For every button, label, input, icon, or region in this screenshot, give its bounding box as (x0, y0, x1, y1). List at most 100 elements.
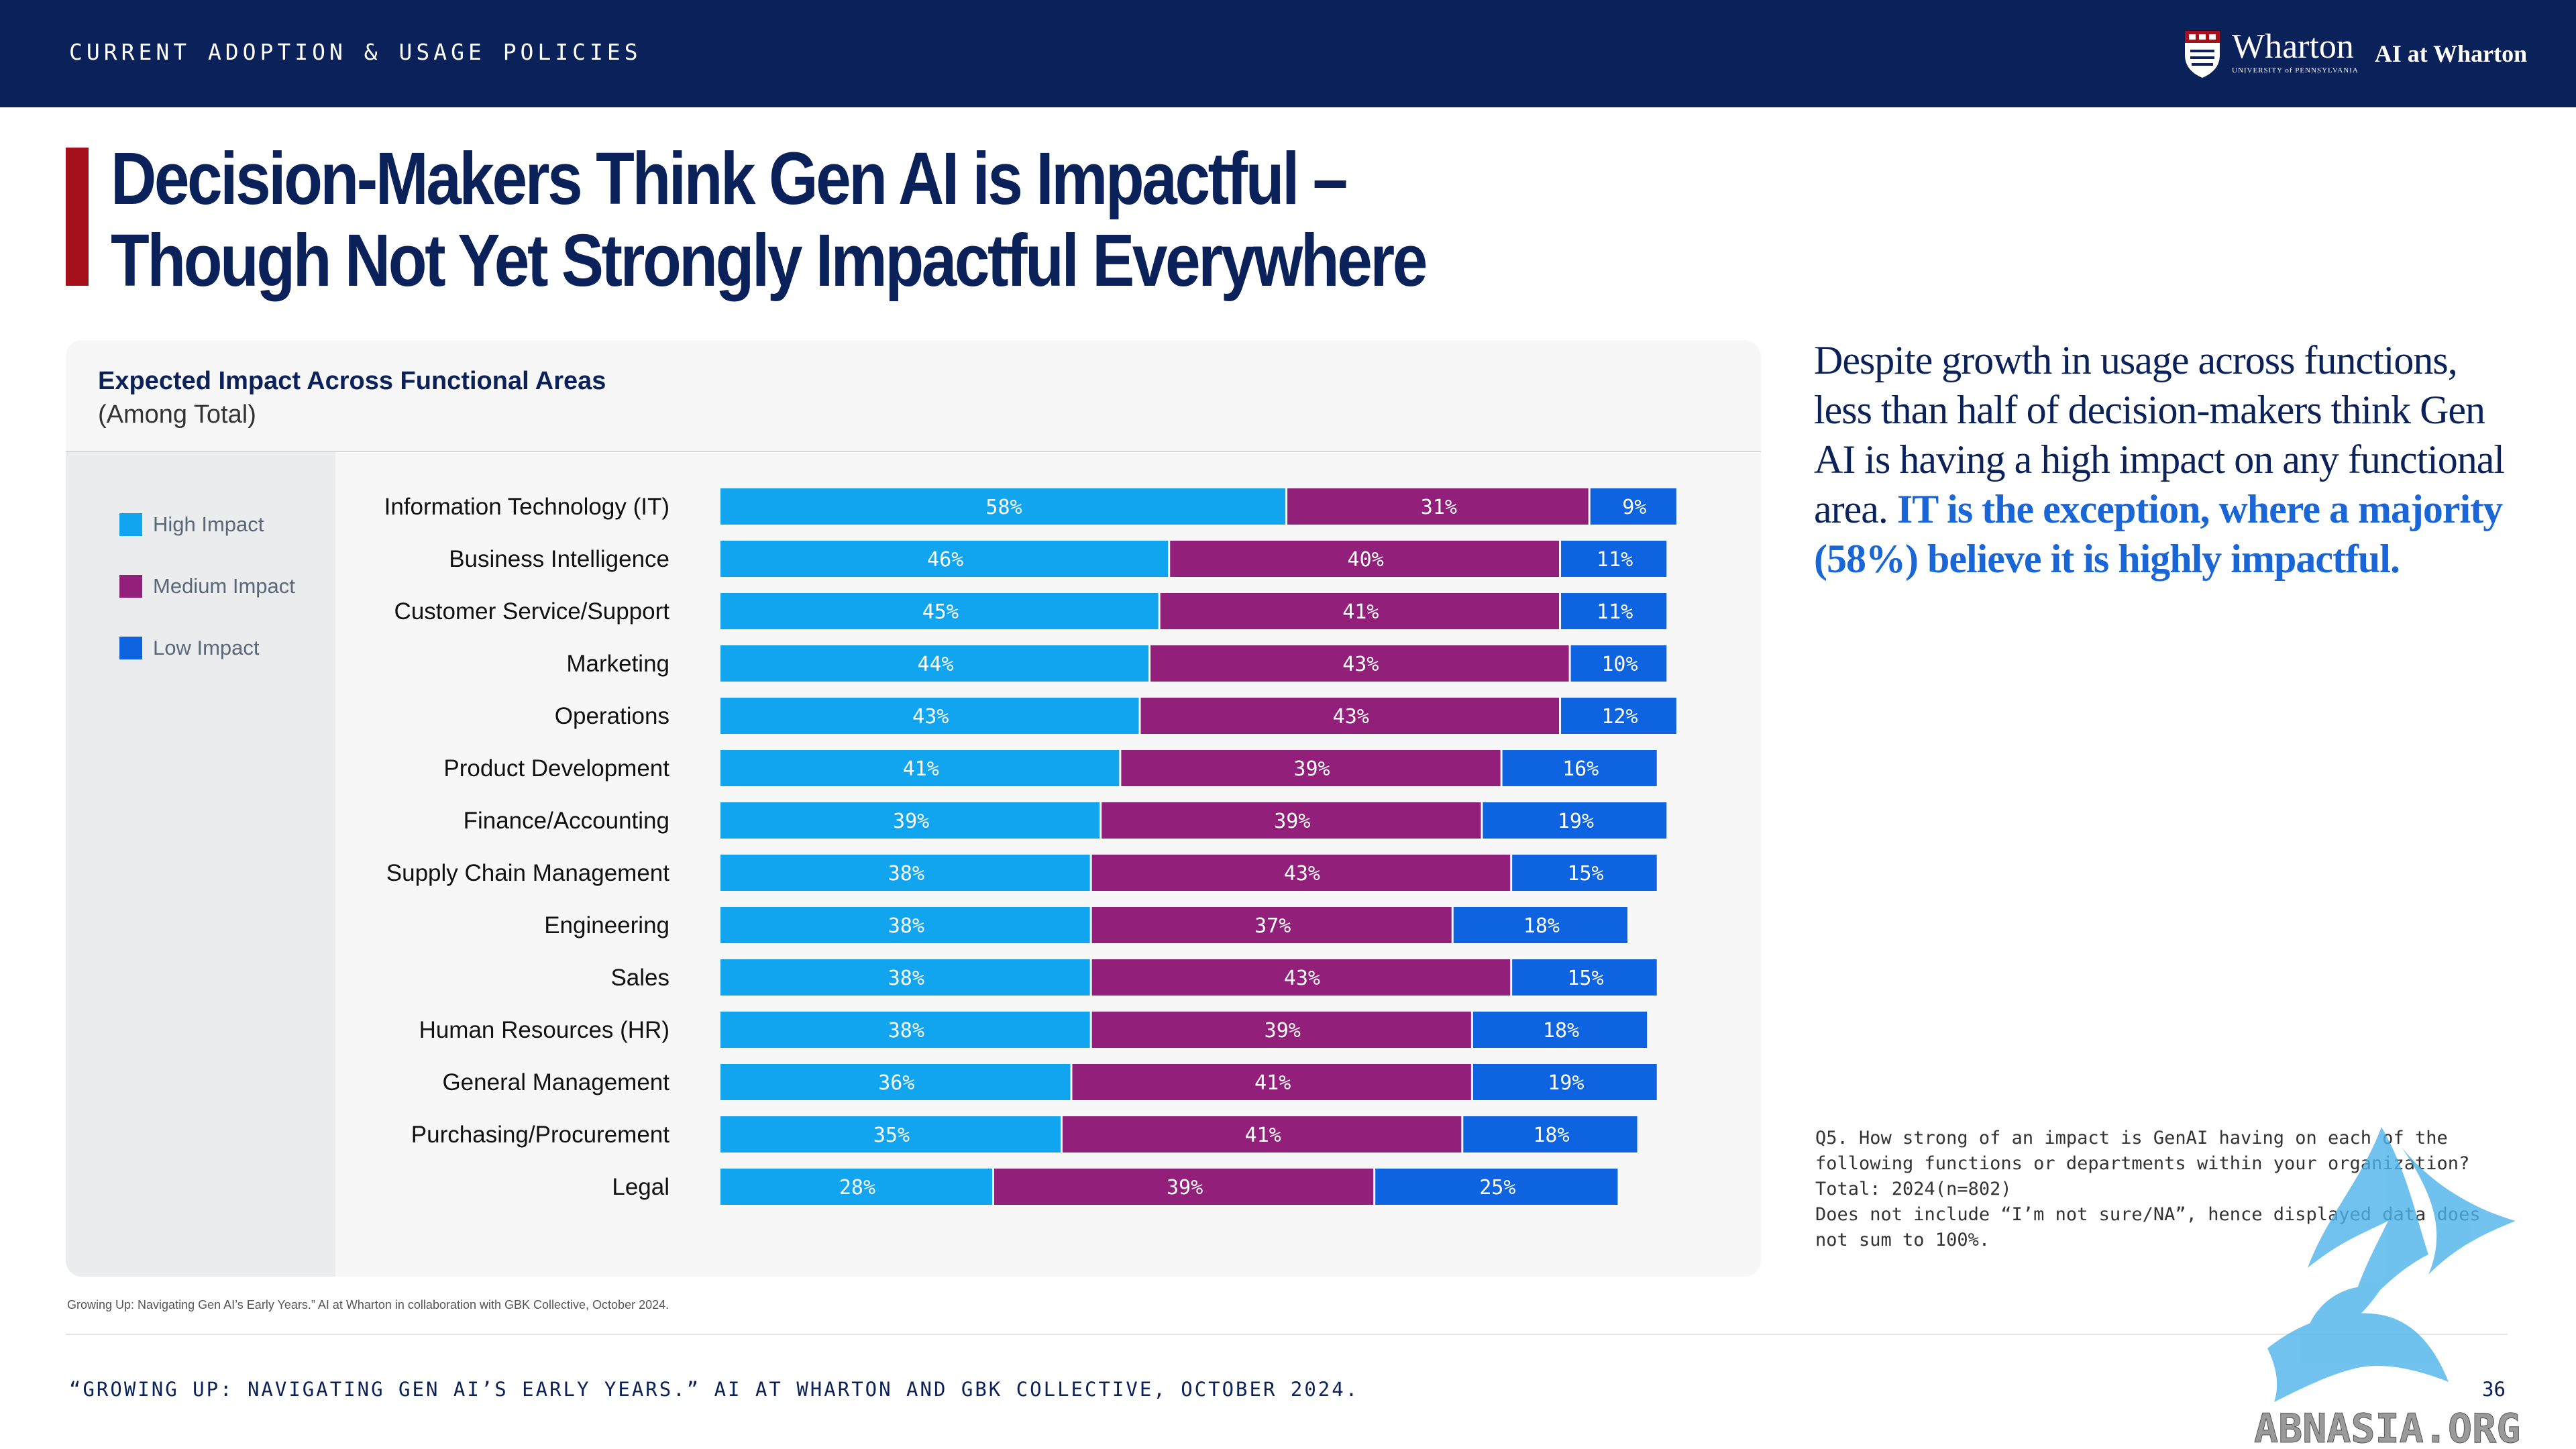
source-citation: Growing Up: Navigating Gen AI’s Early Ye… (67, 1298, 669, 1311)
data-label: 41% (903, 757, 939, 781)
category-label: Finance/Accounting (464, 808, 669, 834)
legend-label-low: Low Impact (153, 636, 260, 659)
chart-card-header: Expected Impact Across Functional Areas … (66, 340, 1761, 452)
bar-segment-medium (1140, 698, 1560, 734)
bar-segment-low (1561, 698, 1676, 734)
data-label: 45% (922, 600, 959, 624)
category-label: Customer Service/Support (394, 598, 670, 625)
legend-swatch-low (119, 637, 142, 659)
title-accent-bar (66, 148, 89, 286)
bar-segment-medium (1287, 488, 1589, 525)
legend-label-high: High Impact (153, 513, 264, 536)
data-label: 41% (1342, 600, 1379, 624)
bar-segment-medium (994, 1169, 1374, 1205)
bar-segment-low (1483, 802, 1667, 839)
legend-item-medium-impact: Medium Impact (119, 574, 295, 598)
data-label: 11% (1597, 600, 1633, 624)
category-label: Business Intelligence (449, 546, 669, 572)
bar-segment-high (720, 959, 1090, 996)
bar-segment-high (720, 1012, 1090, 1048)
bar-segment-high (720, 1064, 1071, 1100)
data-label: 41% (1254, 1071, 1291, 1095)
category-label: Marketing (566, 651, 669, 677)
footer-citation: “GROWING UP: NAVIGATING GEN AI’S EARLY Y… (69, 1378, 1360, 1401)
bar-segment-medium (1102, 802, 1481, 839)
legend-swatch-medium (119, 575, 142, 598)
bar-segment-medium (1091, 907, 1452, 943)
category-label: Purchasing/Procurement (411, 1122, 669, 1148)
data-label: 40% (1348, 548, 1384, 572)
bar-segment-high (720, 855, 1090, 891)
data-label: 19% (1558, 810, 1594, 833)
data-label: 38% (888, 914, 924, 938)
bar-segment-high (720, 1116, 1061, 1152)
category-label: Legal (612, 1174, 669, 1200)
bar-segment-medium (1121, 750, 1501, 786)
data-label: 11% (1597, 548, 1633, 572)
footer-divider (66, 1334, 2508, 1335)
chart-subtitle: (Among Total) (98, 400, 256, 429)
data-label: 12% (1601, 705, 1638, 729)
insight-lead: Despite growth in usage across functions… (1814, 338, 2505, 531)
bar-segment-high (720, 593, 1159, 629)
category-label: Engineering (544, 912, 669, 938)
chart-title: Expected Impact Across Functional Areas (98, 367, 606, 395)
insight-text: Despite growth in usage across functions… (1814, 335, 2518, 584)
bar-segment-medium (1091, 959, 1511, 996)
data-label: 39% (893, 810, 929, 833)
page-number: 36 (2482, 1378, 2506, 1401)
data-label: 39% (1167, 1176, 1203, 1199)
bar-segment-low (1472, 1012, 1648, 1048)
data-label: 38% (888, 967, 924, 990)
watermark-text: ABNASIA.ORG (2254, 1405, 2520, 1449)
chart-legend: High Impact Medium Impact Low Impact (66, 452, 335, 1277)
bar-segment-low (1463, 1116, 1638, 1152)
brand-ai-label: AI at Wharton (2374, 40, 2528, 67)
bar-segment-high (720, 750, 1120, 786)
bar-segment-low (1375, 1169, 1618, 1205)
data-label: 43% (1333, 705, 1369, 729)
top-bar: CURRENT ADOPTION & USAGE POLICIES Wharto… (0, 0, 2576, 107)
data-label: 36% (878, 1071, 914, 1095)
bar-segment-medium (1091, 855, 1511, 891)
category-label: Sales (610, 965, 669, 991)
data-label: 35% (873, 1124, 910, 1147)
bar-segment-high (720, 907, 1090, 943)
data-label: 19% (1548, 1071, 1584, 1095)
bar-segment-high (720, 1169, 992, 1205)
data-label: 18% (1533, 1124, 1569, 1147)
data-label: 18% (1543, 1019, 1579, 1042)
bar-segment-high (720, 541, 1169, 577)
data-label: 9% (1622, 496, 1646, 519)
legend-label-medium: Medium Impact (153, 574, 295, 598)
chart-card: Expected Impact Across Functional Areas … (66, 340, 1761, 1277)
data-label: 10% (1601, 653, 1638, 676)
legend-swatch-high (119, 513, 142, 536)
bar-segment-low (1590, 488, 1676, 525)
data-label: 39% (1274, 810, 1310, 833)
data-label: 43% (1284, 862, 1320, 885)
bar-segment-medium (1170, 541, 1560, 577)
bar-segment-high (720, 698, 1139, 734)
stacked-bar-chart: Information Technology (IT) 58% 31% 9% Busin… (384, 488, 1676, 1205)
data-label: 43% (1342, 653, 1379, 676)
bar-segment-low (1502, 750, 1657, 786)
data-label: 38% (888, 862, 924, 885)
bar-segment-high (720, 488, 1286, 525)
data-label: 46% (927, 548, 963, 572)
data-label: 41% (1245, 1124, 1281, 1147)
category-label: General Management (442, 1069, 669, 1095)
category-label: Supply Chain Management (386, 860, 669, 886)
data-label: 58% (985, 496, 1022, 519)
brand-subtitle: UNIVERSITY of PENNSYLVANIA (2232, 66, 2359, 74)
brand-name: Wharton (2232, 28, 2354, 66)
methodology-note: Q5. How strong of an impact is GenAI hav… (1815, 1128, 2481, 1250)
bar-segment-low (1570, 645, 1667, 682)
bar-segment-low (1561, 593, 1667, 629)
wharton-logo: Wharton UNIVERSITY of PENNSYLVANIA AI at… (2182, 25, 2527, 82)
data-label: 15% (1567, 862, 1603, 885)
abnasia-watermark-logo: ABNASIA.ORG (2254, 1127, 2521, 1449)
data-label: 15% (1567, 967, 1603, 990)
data-label: 28% (839, 1176, 875, 1199)
data-label: 25% (1479, 1176, 1515, 1199)
